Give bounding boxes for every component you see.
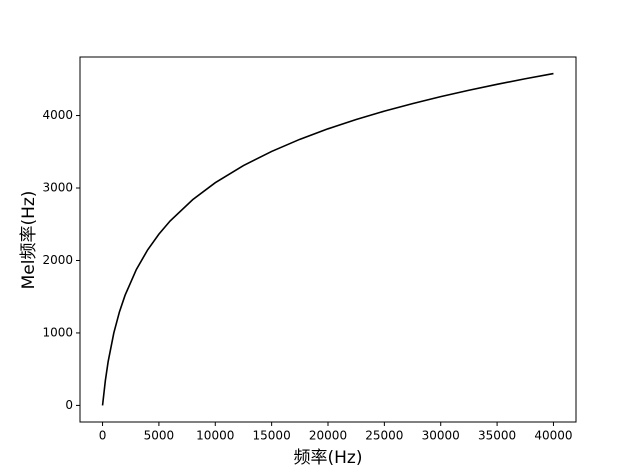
data-line <box>101 72 554 406</box>
y-axis-label: Mel频率(Hz) <box>19 191 39 290</box>
y-tick-label: 2000 <box>42 253 73 267</box>
x-tick-label: 10000 <box>196 429 234 443</box>
x-axis-label: 频率(Hz) <box>294 448 363 468</box>
x-tick-label: 35000 <box>478 429 516 443</box>
y-tick-label: 0 <box>65 398 73 412</box>
x-tick-label: 0 <box>99 429 107 443</box>
y-tick-label: 3000 <box>42 181 73 195</box>
x-tick-label: 5000 <box>144 429 175 443</box>
x-tick-label: 15000 <box>253 429 291 443</box>
x-tick-label: 20000 <box>309 429 347 443</box>
y-tick-label: 1000 <box>42 325 73 339</box>
x-tick-label: 40000 <box>534 429 572 443</box>
y-tick-label: 4000 <box>42 108 73 122</box>
x-tick-label: 25000 <box>365 429 403 443</box>
x-tick-label: 30000 <box>422 429 460 443</box>
